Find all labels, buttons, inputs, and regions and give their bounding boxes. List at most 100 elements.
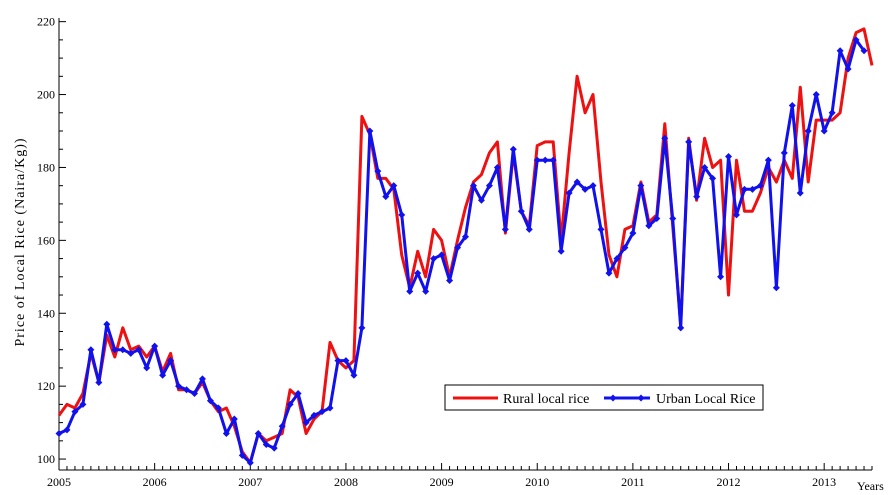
data-point-urban-local-rice — [119, 346, 127, 354]
y-tick-label: 140 — [37, 306, 55, 320]
data-point-urban-local-rice — [270, 444, 278, 452]
data-point-urban-local-rice — [294, 389, 302, 397]
data-point-urban-local-rice — [414, 269, 422, 277]
data-point-urban-local-rice — [549, 156, 557, 164]
data-point-urban-local-rice — [669, 214, 677, 222]
data-point-urban-local-rice — [318, 408, 326, 416]
data-point-urban-local-rice — [725, 153, 733, 161]
data-point-urban-local-rice — [533, 156, 541, 164]
data-point-urban-local-rice — [629, 229, 637, 237]
x-tick-label: 2013 — [812, 475, 836, 489]
x-axis-title: Years — [857, 479, 884, 493]
data-point-urban-local-rice — [852, 36, 860, 44]
data-point-urban-local-rice — [278, 422, 286, 430]
data-point-urban-local-rice — [772, 284, 780, 292]
data-point-urban-local-rice — [326, 404, 334, 412]
data-point-urban-local-rice — [709, 174, 717, 182]
x-axis-ticks: 2005 2006 2007 2008 2009 2010 2011 2012 2013 — [47, 463, 873, 489]
data-point-urban-local-rice — [446, 276, 454, 284]
data-point-urban-local-rice — [485, 182, 493, 190]
data-point-urban-local-rice — [693, 193, 701, 201]
data-point-urban-local-rice — [788, 101, 796, 109]
data-point-urban-local-rice — [191, 389, 198, 397]
data-point-urban-local-rice — [828, 109, 836, 117]
data-point-urban-local-rice — [469, 182, 477, 190]
data-point-urban-local-rice — [358, 324, 366, 332]
legend-marker-urban — [609, 394, 645, 402]
data-point-urban-local-rice — [350, 371, 358, 379]
data-point-urban-local-rice — [621, 244, 629, 252]
x-tick-label: 2008 — [334, 475, 358, 489]
data-point-urban-local-rice — [605, 269, 613, 277]
x-tick-label: 2005 — [47, 475, 71, 489]
x-tick-label: 2011 — [621, 475, 645, 489]
data-point-urban-local-rice — [406, 287, 414, 295]
data-point-urban-local-rice — [613, 255, 621, 263]
data-point-urban-local-rice — [246, 459, 254, 467]
y-tick-label: 200 — [37, 88, 55, 102]
data-point-urban-local-rice — [390, 182, 398, 190]
x-tick-label: 2012 — [717, 475, 741, 489]
data-point-urban-local-rice — [477, 196, 485, 204]
data-point-urban-local-rice — [238, 451, 246, 459]
data-point-urban-local-rice — [573, 178, 581, 186]
data-point-urban-local-rice — [382, 193, 390, 201]
data-point-urban-local-rice — [733, 211, 740, 219]
data-point-urban-local-rice — [565, 189, 573, 197]
data-point-urban-local-rice — [740, 185, 748, 193]
data-point-urban-local-rice — [334, 357, 342, 365]
data-point-urban-local-rice — [653, 214, 661, 222]
y-tick-label: 220 — [37, 15, 55, 29]
data-point-urban-local-rice — [398, 211, 406, 219]
legend-label-urban: Urban Local Rice — [656, 392, 756, 407]
data-point-urban-local-rice — [254, 430, 262, 438]
data-point-urban-local-rice — [517, 207, 525, 215]
data-point-urban-local-rice — [557, 247, 565, 255]
data-point-urban-local-rice — [645, 222, 653, 230]
data-point-urban-local-rice — [167, 357, 175, 365]
data-point-urban-local-rice — [756, 182, 764, 190]
data-point-urban-local-rice — [637, 182, 645, 190]
data-point-urban-local-rice — [310, 411, 318, 419]
data-point-urban-local-rice — [366, 127, 374, 135]
y-axis-ticks: 100 120 140 160 180 200 220 — [37, 15, 66, 466]
data-point-urban-local-rice — [151, 342, 159, 350]
data-point-urban-local-rice — [804, 127, 812, 135]
data-point-urban-local-rice — [525, 225, 533, 233]
data-point-urban-local-rice — [111, 346, 119, 354]
data-point-urban-local-rice — [597, 225, 605, 233]
data-point-urban-local-rice — [836, 47, 844, 55]
data-point-urban-local-rice — [541, 156, 549, 164]
data-point-urban-local-rice — [462, 233, 469, 241]
series-layer — [55, 27, 874, 467]
data-point-urban-local-rice — [63, 426, 71, 434]
data-point-urban-local-rice — [183, 386, 191, 394]
data-point-urban-local-rice — [230, 415, 238, 423]
data-point-urban-local-rice — [206, 397, 214, 405]
y-tick-label: 180 — [37, 160, 55, 174]
data-point-urban-local-rice — [589, 182, 597, 190]
data-point-urban-local-rice — [143, 364, 151, 372]
data-point-urban-local-rice — [95, 379, 103, 387]
data-point-urban-local-rice — [103, 320, 111, 328]
data-point-urban-local-rice — [422, 287, 430, 295]
y-tick-label: 100 — [37, 452, 55, 466]
data-point-urban-local-rice — [685, 138, 693, 146]
data-point-urban-local-rice — [342, 357, 350, 365]
data-point-urban-local-rice — [135, 346, 143, 354]
data-point-urban-local-rice — [844, 65, 852, 73]
x-tick-label: 2006 — [143, 475, 167, 489]
data-point-urban-local-rice — [262, 440, 270, 448]
data-point-urban-local-rice — [812, 91, 820, 99]
data-point-urban-local-rice — [454, 244, 462, 252]
data-point-urban-local-rice — [780, 149, 788, 157]
data-point-urban-local-rice — [438, 251, 446, 259]
data-point-urban-local-rice — [222, 430, 230, 438]
legend: Rural local rice Urban Local Rice — [444, 384, 764, 411]
data-point-urban-local-rice — [302, 419, 310, 427]
x-tick-label: 2009 — [430, 475, 454, 489]
y-tick-label: 120 — [37, 379, 55, 393]
data-point-urban-local-rice — [55, 430, 63, 438]
y-tick-label: 160 — [37, 233, 55, 247]
